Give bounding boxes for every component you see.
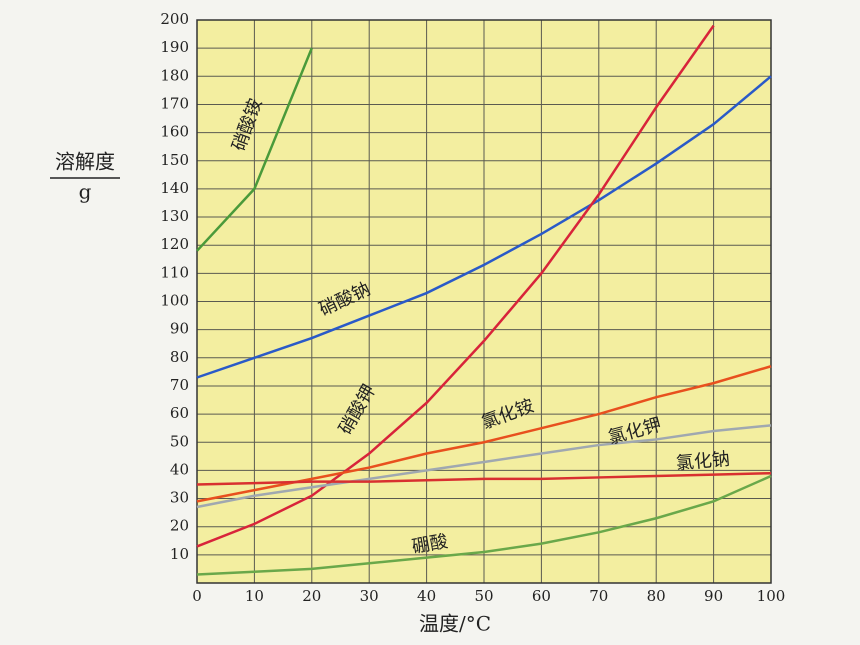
y-tick-label: 50: [170, 432, 189, 450]
x-tick-label: 0: [192, 587, 202, 605]
y-tick-label: 180: [160, 66, 189, 84]
y-tick-label: 10: [170, 545, 189, 563]
y-tick-label: 170: [160, 94, 189, 112]
y-tick-label: 30: [170, 489, 189, 507]
y-tick-label: 150: [160, 151, 189, 169]
y-tick-label: 100: [160, 292, 189, 310]
y-tick-label: 160: [160, 123, 189, 141]
y-tick-label: 130: [160, 207, 189, 225]
y-tick-label: 70: [170, 376, 189, 394]
y-tick-label: 110: [160, 263, 189, 281]
y-tick-label: 90: [170, 320, 189, 338]
x-tick-label: 90: [704, 587, 723, 605]
y-tick-label: 190: [160, 38, 189, 56]
y-tick-label: 140: [160, 179, 189, 197]
series-line: [196, 474, 772, 576]
y-label-top: 溶解度: [55, 150, 115, 174]
series-line: [196, 47, 313, 252]
x-tick-label: 20: [302, 587, 321, 605]
y-tick-label: 60: [170, 404, 189, 422]
series-line: [196, 424, 772, 509]
y-label-bottom: g: [79, 180, 92, 204]
x-tick-label: 80: [647, 587, 666, 605]
series-line: [196, 471, 772, 486]
x-tick-label: 40: [417, 587, 436, 605]
series-label: 氯化钠: [675, 449, 731, 475]
y-tick-label: 120: [160, 235, 189, 253]
series-line: [196, 24, 715, 548]
x-tick-label: 50: [474, 587, 493, 605]
x-tick-label: 30: [360, 587, 379, 605]
x-tick-label: 10: [245, 587, 264, 605]
x-label: 温度/°C: [419, 612, 491, 636]
y-tick-label: 80: [170, 348, 189, 366]
x-tick-label: 70: [589, 587, 608, 605]
y-tick-label: 40: [170, 460, 189, 478]
series-line: [196, 75, 772, 379]
y-tick-label: 200: [160, 10, 189, 28]
x-tick-label: 100: [757, 587, 786, 605]
plot-frame: [196, 19, 772, 584]
x-tick-label: 60: [532, 587, 551, 605]
y-tick-label: 20: [170, 517, 189, 535]
